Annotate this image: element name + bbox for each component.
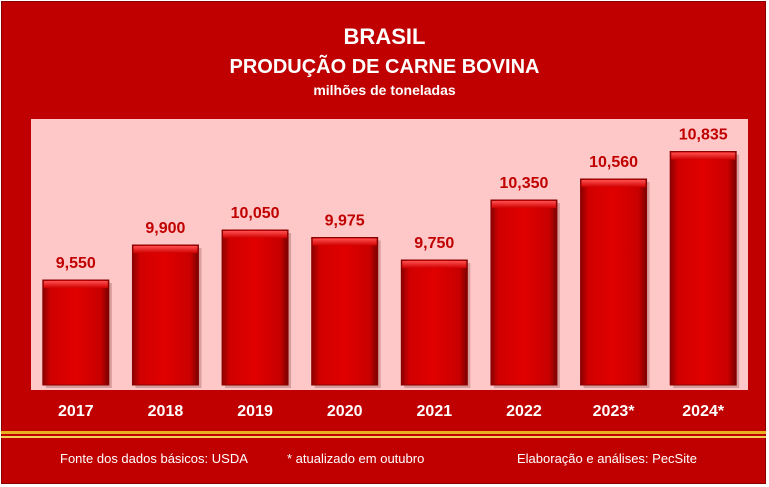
x-tick-2017: 2017 [58, 403, 94, 420]
data-label-2018: 9,900 [145, 220, 185, 237]
chart-subtitle: PRODUÇÃO DE CARNE BOVINA [229, 56, 540, 78]
chart-title: BRASIL [343, 24, 426, 49]
x-tick-2019: 2019 [237, 403, 273, 420]
bar-2018 [131, 244, 202, 388]
x-tick-2021: 2021 [417, 403, 453, 420]
x-tick-2022: 2022 [506, 403, 542, 420]
data-label-2020: 9,975 [325, 213, 365, 230]
chart-unit-label: milhões de toneladas [313, 82, 456, 98]
data-label-2024: 10,835 [679, 127, 728, 144]
bar-2017 [42, 279, 112, 388]
bar-2020 [311, 237, 381, 388]
bar-2019 [221, 229, 292, 388]
data-label-2019: 10,050 [231, 205, 280, 222]
data-label-2021: 9,750 [414, 235, 454, 252]
x-tick-2018: 2018 [148, 403, 184, 420]
x-tick-2020: 2020 [327, 403, 363, 420]
bar-2021 [400, 259, 471, 388]
data-label-2017: 9,550 [56, 255, 96, 272]
footer-credit: Elaboração e análises: PecSite [517, 451, 697, 466]
bar-2022 [490, 199, 560, 388]
bar-2024 [669, 151, 740, 388]
footer-note: * atualizado em outubro [287, 451, 425, 466]
bar-2023 [580, 178, 650, 388]
footer-stripe-upper [1, 431, 766, 434]
data-label-2022: 10,350 [499, 175, 548, 192]
footer-stripe-lower [1, 436, 766, 438]
x-tick-2023: 2023* [593, 403, 636, 420]
x-tick-2024: 2024* [682, 403, 725, 420]
data-label-2023: 10,560 [589, 154, 638, 171]
footer-source: Fonte dos dados básicos: USDA [60, 451, 248, 466]
